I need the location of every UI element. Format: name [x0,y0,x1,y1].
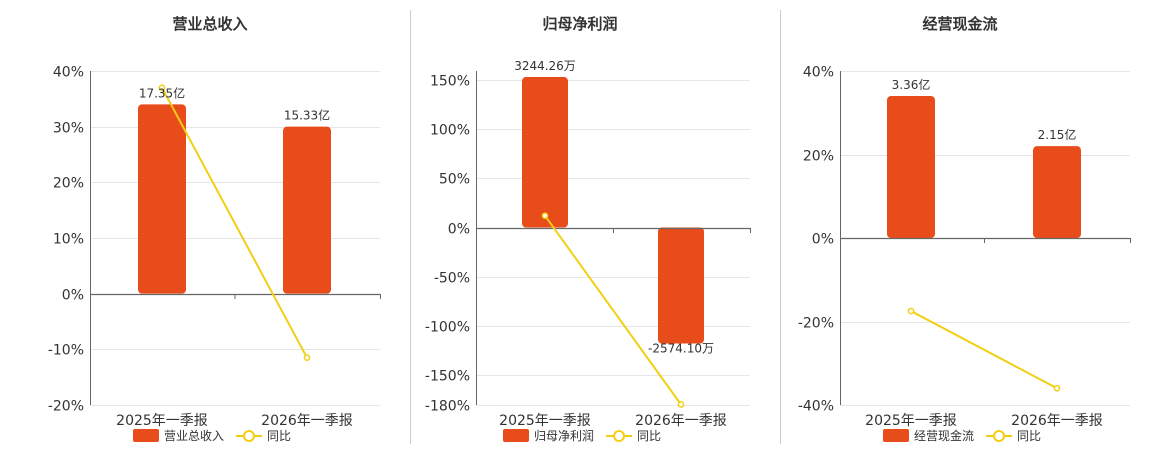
panel-dividers [410,10,781,444]
yoy-point [303,354,311,362]
legend-bar-swatch [883,429,909,442]
bar-data-label: 3244.26万 [514,59,576,73]
legend-bar-label: 营业总收入 [164,429,224,443]
y-tick-label: -100% [425,320,470,336]
legend-bar-swatch [503,429,529,442]
legend: 营业总收入 同比 [133,429,291,443]
yoy-line [541,212,685,408]
bar [658,227,704,344]
bar [522,77,568,228]
y-ticks: 40% 30% 20% 10% 0% -10% -20% [48,65,84,415]
y-tick-label: 0% [62,288,84,304]
y-tick-label: 150% [430,74,470,90]
legend-bar-label: 归母净利润 [534,429,594,443]
chart-title: 归母净利润 [542,15,617,33]
y-tick-label: 50% [439,172,470,188]
legend: 归母净利润 同比 [503,429,661,443]
bar [138,104,186,294]
legend-line-label: 同比 [637,429,661,443]
yoy-line [158,84,311,362]
yoy-point [677,401,685,408]
bar-data-label: 15.33亿 [284,108,330,123]
grid [840,71,1130,406]
y-tick-label: 10% [53,232,84,248]
chart-title: 经营现金流 [922,15,997,33]
legend-line-marker [993,430,1006,442]
y-tick-label: 40% [53,65,84,81]
legend-bar-swatch [133,429,159,442]
x-category-label: 2025年一季报 [499,413,591,429]
y-tick-label: -20% [798,316,834,332]
y-tick-label: 100% [430,123,470,139]
yoy-line [907,307,1061,392]
panel-net-profit: 归母净利润 150% 100% 50% 0% -50% -100% -150% -180% 3… [425,15,751,443]
panel-revenue: 营业总收入 40% 30% 20% 10% 0% -10% -20% 17.35亿 15.33… [48,15,381,443]
chart-title: 营业总收入 [172,15,247,33]
yoy-line-path [910,310,1058,390]
bar-data-label: 17.35亿 [139,85,185,100]
y-ticks: 40% 20% 0% -20% -40% [798,65,834,415]
yoy-point [158,84,166,92]
y-tick-label: 30% [53,121,84,137]
yoy-point [541,212,549,220]
axes [840,71,1131,405]
legend-line-label: 同比 [267,429,291,443]
x-category-label: 2025年一季报 [116,413,208,429]
bar-data-label: -2574.10万 [648,342,714,356]
bar-labels: 17.35亿 15.33亿 [139,85,330,122]
bars [887,96,1081,238]
y-tick-label: 20% [53,176,84,192]
bars [138,104,331,294]
grid [476,80,750,406]
x-category-label: 2026年一季报 [1011,413,1103,429]
yoy-point [1053,384,1061,392]
y-ticks: 150% 100% 50% 0% -50% -100% -150% -180% [425,74,470,415]
axes [90,71,381,405]
bar-data-label: 3.36亿 [892,77,931,92]
x-category-label: 2026年一季报 [261,413,353,429]
legend-bar-label: 经营现金流 [914,428,974,443]
bar-labels: 3.36亿 2.15亿 [892,77,1077,142]
bars [522,77,704,344]
yoy-line-path [161,87,308,359]
y-tick-label: -10% [48,343,84,359]
y-tick-label: -20% [48,399,84,415]
yoy-point [907,307,915,315]
y-tick-label: 40% [803,65,834,81]
y-tick-label: -180% [425,399,470,415]
y-tick-label: 20% [803,149,834,165]
bar-data-label: 2.15亿 [1038,127,1077,142]
panel-operating-cashflow: 经营现金流 40% 20% 0% -20% -40% 3.36亿 2.15亿 2025年一… [798,15,1131,443]
bar [887,96,935,238]
bar-labels: 3244.26万 -2574.10万 [514,59,714,355]
legend-line-marker [243,430,256,442]
x-category-label: 2026年一季报 [635,413,727,429]
y-tick-label: 0% [448,222,470,238]
legend-line-marker [613,430,626,442]
grid [90,71,380,406]
y-tick-label: -150% [425,369,470,385]
legend-line-label: 同比 [1017,429,1041,443]
axes [476,71,751,405]
x-categories: 2025年一季报 2026年一季报 [865,413,1103,429]
yoy-line-path [544,215,682,406]
y-tick-label: -50% [434,271,470,287]
legend: 经营现金流 同比 [883,428,1041,443]
bar [1033,146,1081,238]
x-categories: 2025年一季报 2026年一季报 [116,413,353,429]
y-tick-label: 0% [812,232,834,248]
bar [283,126,331,294]
x-categories: 2025年一季报 2026年一季报 [499,413,727,429]
y-tick-label: -40% [798,399,834,415]
x-category-label: 2025年一季报 [865,413,957,429]
